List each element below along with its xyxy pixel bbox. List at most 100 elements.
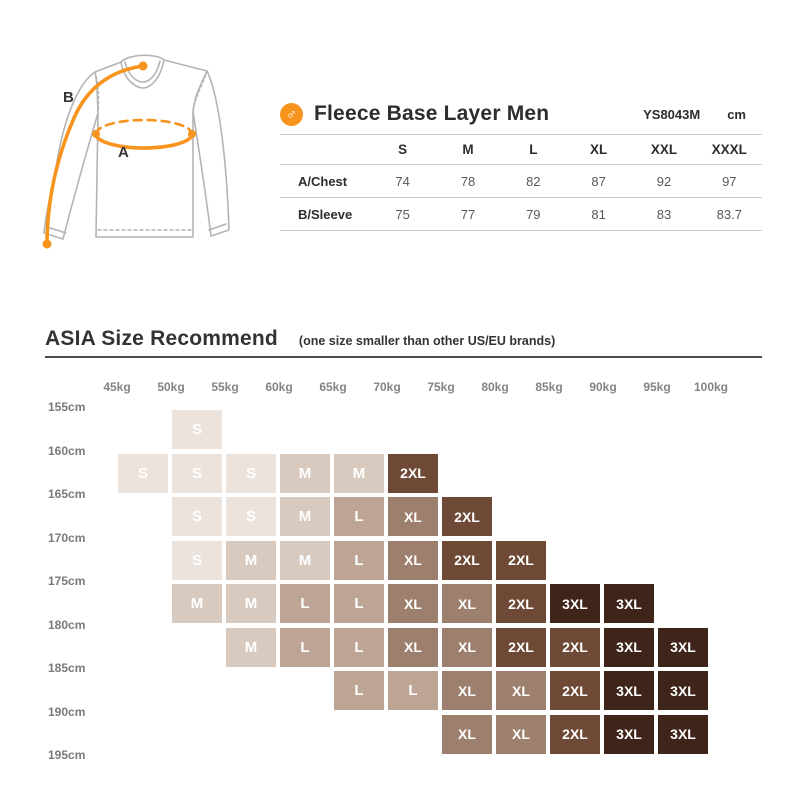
model-number: YS8043M (643, 106, 701, 122)
size-cell: 2XL (496, 540, 546, 580)
height-label: 190cm (48, 704, 86, 719)
size-cell: XL (496, 714, 546, 754)
size-cell: XL (388, 497, 438, 536)
size-cell: 3XL (550, 584, 600, 623)
sleeve-row: B/Sleeve 75 77 79 81 83 83.7 (280, 197, 762, 231)
size-cell: XL (388, 584, 438, 623)
height-label: 185cm (48, 661, 86, 675)
size-cell: S (172, 497, 222, 536)
asia-recommend-subtitle: (one size smaller than other US/EU brand… (298, 334, 556, 348)
male-icon: ♂ (280, 102, 303, 126)
chest-measure-dashed (94, 118, 194, 136)
spec-title-row: ♂ Fleece Base Layer Men YS8043M cm (280, 94, 762, 134)
divider-rule (45, 356, 762, 358)
size-cell: L (280, 627, 330, 667)
size-cell: L (334, 497, 384, 536)
shirt-measurement-diagram: B A (42, 54, 230, 249)
sleeve-value: 83.7 (716, 206, 742, 222)
size-cell: S (172, 410, 222, 449)
weight-label: 65kg (319, 380, 347, 394)
size-cell: M (280, 540, 330, 580)
size-cell: XL (496, 671, 546, 710)
asia-size-grid: 45kg 50kg 55kg 60kg 65kg 70kg 75kg 80kg 85kg 90kg… (48, 380, 728, 762)
measure-dot (92, 130, 100, 138)
height-label: 160cm (48, 443, 86, 458)
size-cell: 3XL (604, 627, 654, 667)
chest-value: 97 (722, 173, 737, 189)
sleeve-value: 75 (395, 206, 410, 222)
size-cell: L (388, 671, 438, 710)
size-cell: M (334, 453, 384, 493)
height-label: 195cm (48, 748, 86, 762)
size-cell: XL (442, 627, 492, 667)
size-cell: XL (442, 584, 492, 623)
size-cell: 2XL (496, 627, 546, 667)
sleeve-measure-line (45, 64, 145, 243)
size-header: S (398, 142, 408, 157)
row-label: A/Chest (298, 173, 348, 189)
size-cell: S (226, 497, 276, 536)
weight-label: 90kg (589, 380, 617, 394)
size-cell: L (280, 584, 330, 623)
size-cell: M (172, 584, 222, 623)
measure-dot (42, 239, 52, 249)
chest-value: 82 (526, 173, 541, 189)
size-cell: 2XL (550, 714, 600, 754)
size-spec-table: ♂ Fleece Base Layer Men YS8043M cm S M L… (280, 94, 762, 231)
chest-value: 87 (591, 173, 606, 189)
size-cell: M (280, 497, 330, 536)
size-cell: 2XL (550, 671, 600, 710)
height-label: 175cm (48, 574, 86, 588)
weight-label: 75kg (427, 380, 455, 394)
height-label: 165cm (48, 487, 86, 501)
weight-label: 80kg (481, 380, 509, 394)
size-header-row: S M L XL XXL XXXL (280, 134, 762, 164)
sleeve-value: 81 (591, 206, 606, 222)
weight-label: 55kg (211, 380, 239, 394)
size-header: M (462, 142, 474, 157)
size-cell: 3XL (658, 627, 708, 667)
size-header: XXL (650, 142, 678, 157)
sleeve-measure-label: B (63, 89, 74, 106)
size-cell: L (334, 627, 384, 667)
chest-row: A/Chest 74 78 82 87 92 97 (280, 164, 762, 197)
size-cell: XL (388, 627, 438, 667)
size-cell: 3XL (604, 671, 654, 710)
size-cell: S (226, 453, 276, 493)
weight-label: 100kg (693, 380, 729, 394)
size-cell: 3XL (658, 671, 708, 710)
size-header: XL (590, 142, 608, 157)
size-cell: 2XL (388, 453, 438, 493)
size-cell: M (226, 540, 276, 580)
size-cell: 2XL (442, 540, 492, 580)
height-label: 180cm (48, 617, 86, 632)
weight-label: 50kg (157, 380, 185, 394)
size-cell: 3XL (604, 584, 654, 623)
chest-measure-line (94, 132, 194, 150)
size-cell: M (226, 584, 276, 623)
size-cell: L (334, 540, 384, 580)
asia-recommend-header: ASIA Size Recommend (one size smaller th… (45, 327, 555, 351)
size-cell: S (118, 453, 168, 493)
product-title: Fleece Base Layer Men (314, 102, 550, 125)
weight-label: 60kg (265, 380, 293, 394)
row-label: B/Sleeve (298, 206, 353, 222)
chest-measure-label: A (118, 144, 129, 161)
size-cell: XL (388, 540, 438, 580)
size-header: L (529, 142, 538, 157)
size-cell: 2XL (550, 627, 600, 667)
size-cell: 2XL (496, 584, 546, 623)
measure-dot (188, 130, 196, 138)
size-cell: XL (442, 671, 492, 710)
weight-label: 45kg (103, 380, 131, 394)
size-cell: 3XL (604, 714, 654, 754)
weight-label: 95kg (643, 380, 671, 394)
size-cell: S (172, 540, 222, 580)
weight-label: 85kg (535, 380, 563, 394)
sleeve-value: 77 (460, 206, 476, 222)
sleeve-value: 79 (526, 206, 541, 222)
chest-value: 74 (395, 173, 410, 189)
height-label: 155cm (48, 400, 86, 414)
size-cell: L (334, 671, 384, 710)
